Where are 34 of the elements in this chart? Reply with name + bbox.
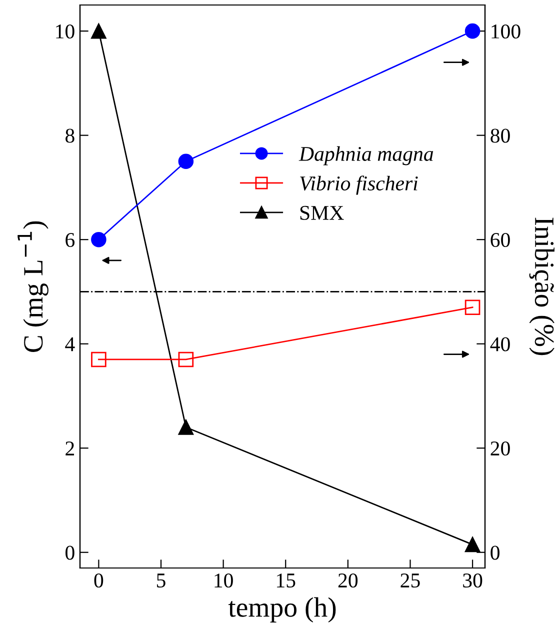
y-tick-label: 8 [66,128,74,143]
y2-axis-title: Inibição (%) [529,218,554,356]
point [178,154,194,170]
y2-tick-label: 0 [490,546,500,560]
point [178,352,194,368]
x-tick-label: 30 [463,573,482,588]
y2-tick-label: 60 [490,232,510,248]
y2-tick-label: 40 [490,337,510,352]
x-axis-title: tempo (h) [228,597,336,622]
x-tick-label: 25 [400,574,420,588]
y-tick-label: 10 [56,24,74,38]
x-tick-label: 20 [338,573,358,588]
y-tick-label: 4 [65,337,75,352]
point [91,232,106,248]
y2-tick-label: 20 [490,441,510,456]
point [464,300,480,315]
y2-tick-label: 100 [492,24,520,38]
y-tick-label: 0 [66,546,74,560]
x-tick-label: 0 [94,573,104,588]
x-tick-label: 5 [157,574,166,588]
y-axis-title: C (mg L$^{−1}$) [18,221,48,352]
point [91,352,106,368]
legend-label: Daphnia magna [298,146,434,166]
point [464,536,480,552]
point [464,23,480,39]
y-tick-label: 6 [66,233,75,248]
legend-label: SMX [300,206,344,220]
x-tick-label: 10 [214,573,233,588]
point [91,23,106,39]
point [178,420,194,435]
y-tick-label: 2 [66,442,74,456]
y2-tick-label: 80 [490,128,510,143]
legend-label: Vibrio fischeri [300,176,418,195]
x-tick-label: 15 [277,574,296,588]
